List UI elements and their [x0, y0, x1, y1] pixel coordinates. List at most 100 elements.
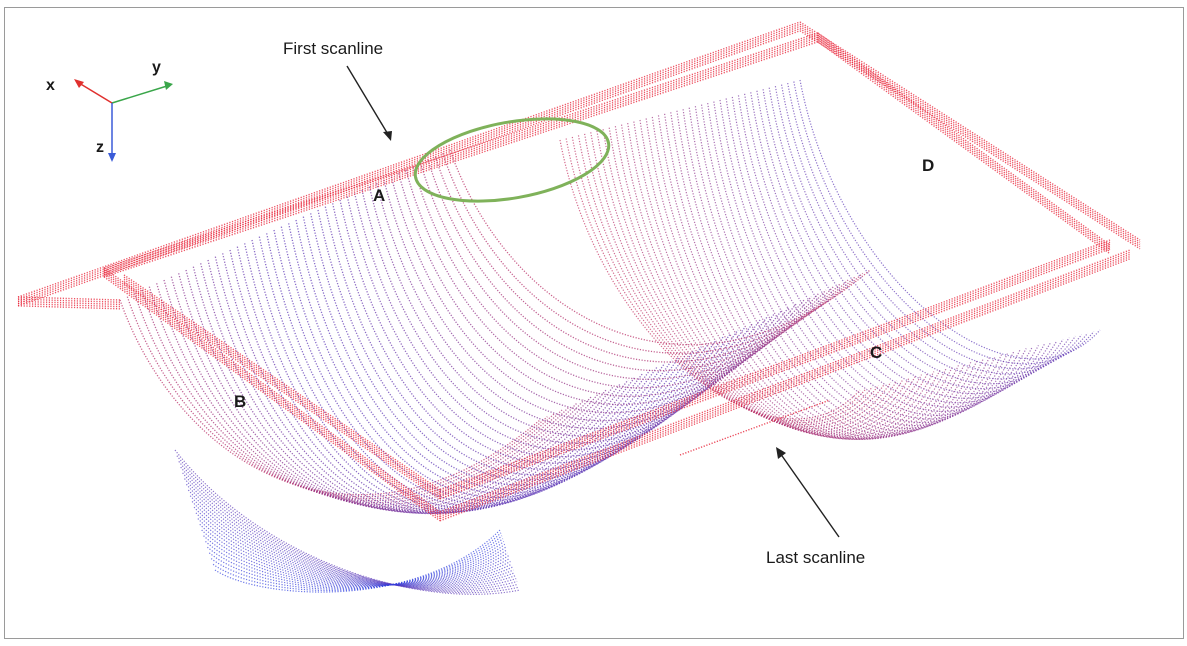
x-axis-label: x — [46, 77, 55, 94]
scanline-right — [596, 130, 898, 431]
z-axis-arrowhead — [108, 153, 116, 162]
scanline-left — [236, 246, 658, 514]
scanline-left — [317, 209, 739, 481]
scanline-left — [434, 156, 856, 363]
frame-rail — [817, 41, 1111, 255]
scanline-left — [244, 243, 666, 513]
frame-rail — [103, 271, 441, 517]
frame-rail — [439, 245, 1111, 498]
scanline-right — [670, 112, 972, 439]
region-label-d: D — [922, 156, 934, 175]
last-scanline-trace — [679, 399, 831, 456]
scanline-left — [258, 236, 680, 509]
scanline-base — [191, 501, 512, 586]
scanline-base — [178, 461, 519, 592]
scanline-left — [376, 183, 798, 430]
frame-rail — [17, 23, 801, 300]
axis-triad: x y z — [46, 59, 173, 162]
scanline-left — [134, 293, 556, 500]
last-scanline-arrow — [776, 447, 840, 538]
x-axis-line — [78, 82, 113, 104]
scanline-right — [651, 116, 953, 441]
scanline-right — [713, 101, 1015, 424]
scanline-base — [199, 523, 508, 586]
scanline-left — [442, 153, 864, 354]
scanline-base — [210, 535, 503, 590]
highlight-ellipse — [413, 117, 611, 203]
scanline-right — [584, 133, 886, 428]
scanline-left — [310, 213, 732, 486]
scanline-base — [174, 449, 521, 595]
frame-rail — [17, 305, 121, 310]
scanline-left — [178, 273, 600, 510]
frame-rail — [17, 296, 121, 301]
frame-rail — [123, 276, 441, 493]
region-label-c: C — [870, 343, 882, 362]
frame-rail — [103, 32, 819, 269]
scanline-right — [682, 109, 984, 436]
frame-rail — [103, 267, 441, 513]
scanline-right — [590, 132, 892, 429]
frame-rail — [103, 276, 441, 522]
frame-rail — [799, 30, 1141, 250]
frame-rail — [17, 25, 801, 303]
scanline-right — [787, 82, 1089, 370]
frame-rail — [17, 30, 801, 307]
region-label-b: B — [234, 392, 246, 411]
frame-rail — [103, 274, 441, 520]
scanline-left — [368, 186, 790, 437]
frame-rail — [799, 25, 1141, 245]
frame-rail — [817, 36, 1111, 250]
scanline-right — [756, 90, 1058, 395]
scanline-left — [398, 173, 820, 406]
scanline-right — [768, 87, 1070, 385]
scanline-right — [694, 106, 996, 432]
scanline-left — [449, 149, 871, 346]
scanline-right — [700, 104, 1003, 429]
scanline-left — [119, 299, 541, 496]
scanline-right — [645, 118, 947, 440]
frame-rail — [817, 39, 1111, 253]
scanline-right — [676, 110, 978, 438]
frame-rail — [17, 302, 121, 308]
scanline-left — [222, 253, 644, 515]
frame-rail — [17, 21, 801, 298]
scanline-left — [192, 266, 614, 513]
frame-rail — [17, 27, 801, 305]
scanline-right — [664, 113, 966, 440]
scanline-left — [332, 203, 754, 470]
scanline-left — [427, 159, 849, 372]
frame-rail — [17, 298, 121, 303]
scanline-base — [201, 529, 508, 586]
scanline-right — [639, 119, 941, 440]
frame-rail — [799, 23, 1141, 243]
z-axis-label: z — [96, 139, 104, 156]
frame-rail — [439, 249, 1131, 513]
y-axis-line — [111, 85, 168, 104]
scanline-base — [189, 495, 513, 587]
scanline-right — [602, 129, 904, 433]
scanline-left — [141, 289, 563, 502]
frame-rail — [123, 281, 441, 498]
frame-rail — [103, 38, 819, 276]
scanline-left — [390, 176, 812, 414]
x-axis-arrowhead — [74, 79, 84, 88]
scanline-right — [780, 84, 1083, 375]
first-scanline-label: First scanline — [283, 39, 383, 58]
scanline-base — [182, 472, 517, 590]
scanline-right — [633, 121, 935, 439]
first-scanline-arrow — [346, 65, 392, 141]
scanline-base — [176, 455, 520, 594]
scanline-right — [657, 115, 960, 440]
frame-rail — [439, 239, 1111, 491]
scanline-left — [405, 169, 827, 397]
scanline-base — [206, 540, 505, 588]
frame-rail — [817, 34, 1111, 248]
scanline-left — [229, 249, 651, 514]
scanline-right — [571, 136, 873, 424]
frame-rail — [817, 32, 1111, 246]
scanline-right — [744, 93, 1046, 404]
frame-rail — [123, 274, 441, 491]
scanline-left — [361, 189, 783, 444]
